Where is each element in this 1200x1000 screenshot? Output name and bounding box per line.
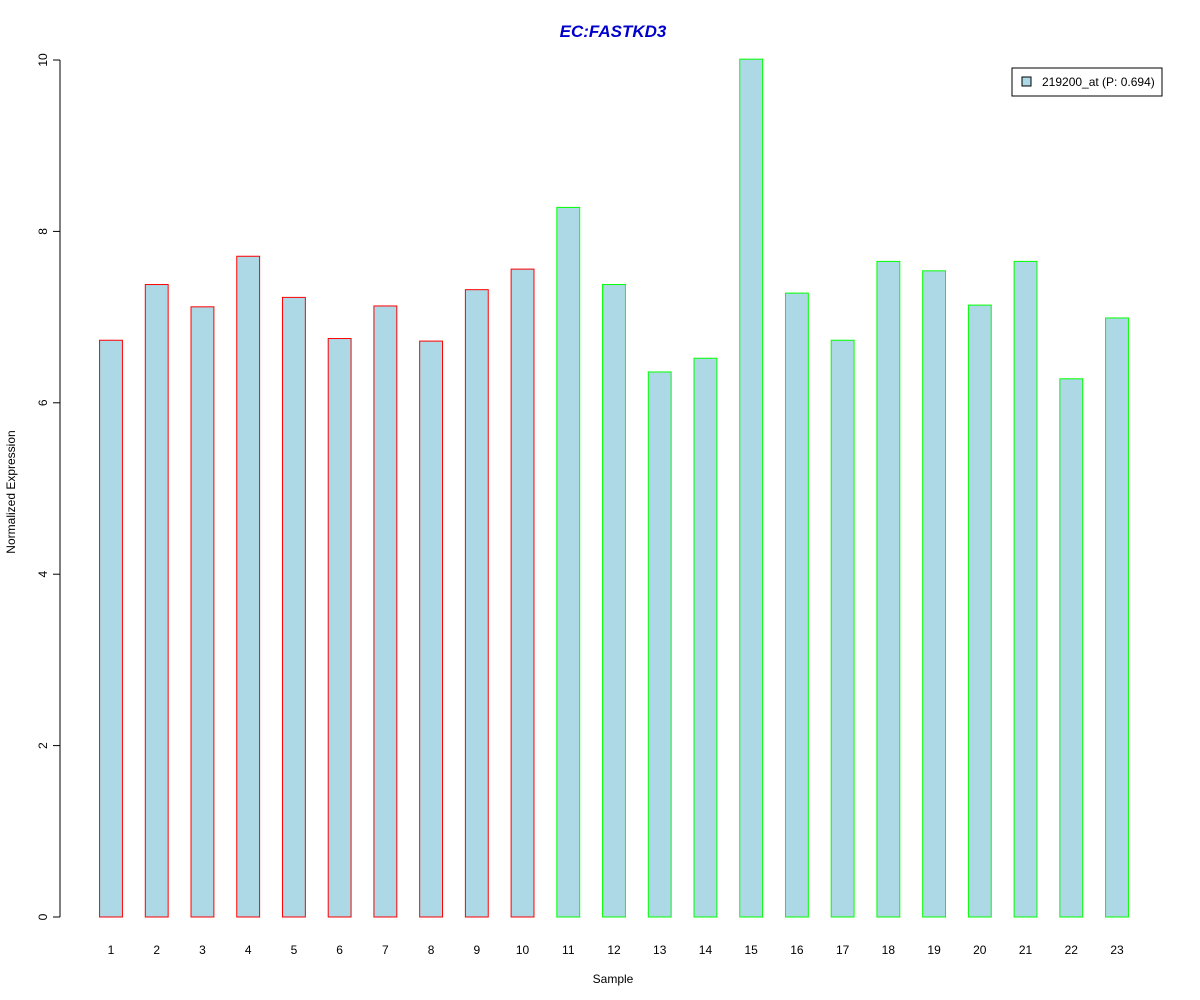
y-tick-label: 0 — [36, 913, 50, 920]
y-tick-label: 4 — [36, 571, 50, 578]
bar-sample-9 — [464, 289, 489, 918]
bar-sample-5 — [281, 296, 306, 918]
y-tick-label: 2 — [36, 742, 50, 749]
y-tick-label: 8 — [36, 228, 50, 235]
bar-sample-1 — [99, 339, 123, 918]
bar-sample-15 — [739, 58, 764, 918]
bar-sample-8 — [419, 340, 444, 918]
legend-swatch — [1021, 76, 1032, 87]
x-tick-label: 12 — [607, 943, 621, 957]
x-tick-label: 17 — [836, 943, 850, 957]
bar-sample-6 — [327, 338, 352, 918]
x-tick-label: 16 — [790, 943, 804, 957]
x-tick-label: 9 — [473, 943, 480, 957]
x-tick-label: 19 — [927, 943, 941, 957]
bar-sample-14 — [693, 357, 718, 918]
x-tick-label: 8 — [428, 943, 435, 957]
y-tick-label: 6 — [36, 399, 50, 406]
x-tick-label: 1 — [108, 943, 115, 957]
chart-title: EC:FASTKD3 — [560, 22, 667, 41]
bar-sample-22 — [1059, 378, 1084, 918]
bar-sample-23 — [1105, 317, 1129, 918]
x-tick-label: 11 — [562, 943, 575, 957]
x-tick-label: 13 — [653, 943, 667, 957]
legend: 219200_at (P: 0.694) — [1011, 67, 1163, 97]
bar-sample-18 — [876, 260, 901, 918]
y-tick-label: 10 — [36, 53, 50, 67]
x-tick-label: 21 — [1019, 943, 1033, 957]
x-tick-label: 15 — [745, 943, 759, 957]
x-tick-label: 18 — [882, 943, 896, 957]
x-tick-label: 2 — [153, 943, 160, 957]
bar-series — [99, 58, 1129, 918]
y-axis-title: Normalized Expression — [4, 430, 18, 553]
bar-sample-7 — [373, 305, 398, 918]
bar-sample-3 — [190, 306, 215, 918]
x-tick-label: 23 — [1110, 943, 1124, 957]
bar-sample-11 — [556, 206, 581, 918]
x-axis-title: Sample — [593, 972, 634, 986]
bar-sample-4 — [236, 255, 261, 918]
legend-box — [1011, 67, 1163, 97]
x-tick-label: 14 — [699, 943, 713, 957]
x-tick-label: 5 — [291, 943, 298, 957]
y-axis: 0 2 4 6 8 10 — [36, 53, 61, 920]
x-tick-label: 10 — [516, 943, 530, 957]
x-tick-label: 3 — [199, 943, 206, 957]
bar-sample-20 — [967, 304, 992, 918]
bar-sample-17 — [830, 339, 855, 918]
x-tick-label: 4 — [245, 943, 252, 957]
bar-sample-19 — [922, 270, 947, 918]
bar-sample-16 — [784, 292, 809, 918]
bar-sample-13 — [647, 371, 672, 918]
bar-sample-10 — [510, 268, 535, 918]
x-tick-label: 7 — [382, 943, 389, 957]
x-tick-labels: 1 2 3 4 5 6 7 8 9 10 11 12 13 14 15 16 17 18 19 20 21 22 23 — [108, 943, 1124, 957]
x-tick-label: 20 — [973, 943, 987, 957]
bar-sample-12 — [602, 284, 626, 918]
bar-sample-2 — [144, 284, 169, 918]
x-tick-label: 6 — [336, 943, 343, 957]
bar-sample-21 — [1013, 260, 1038, 918]
legend-label: 219200_at (P: 0.694) — [1042, 75, 1155, 89]
x-tick-label: 22 — [1065, 943, 1079, 957]
